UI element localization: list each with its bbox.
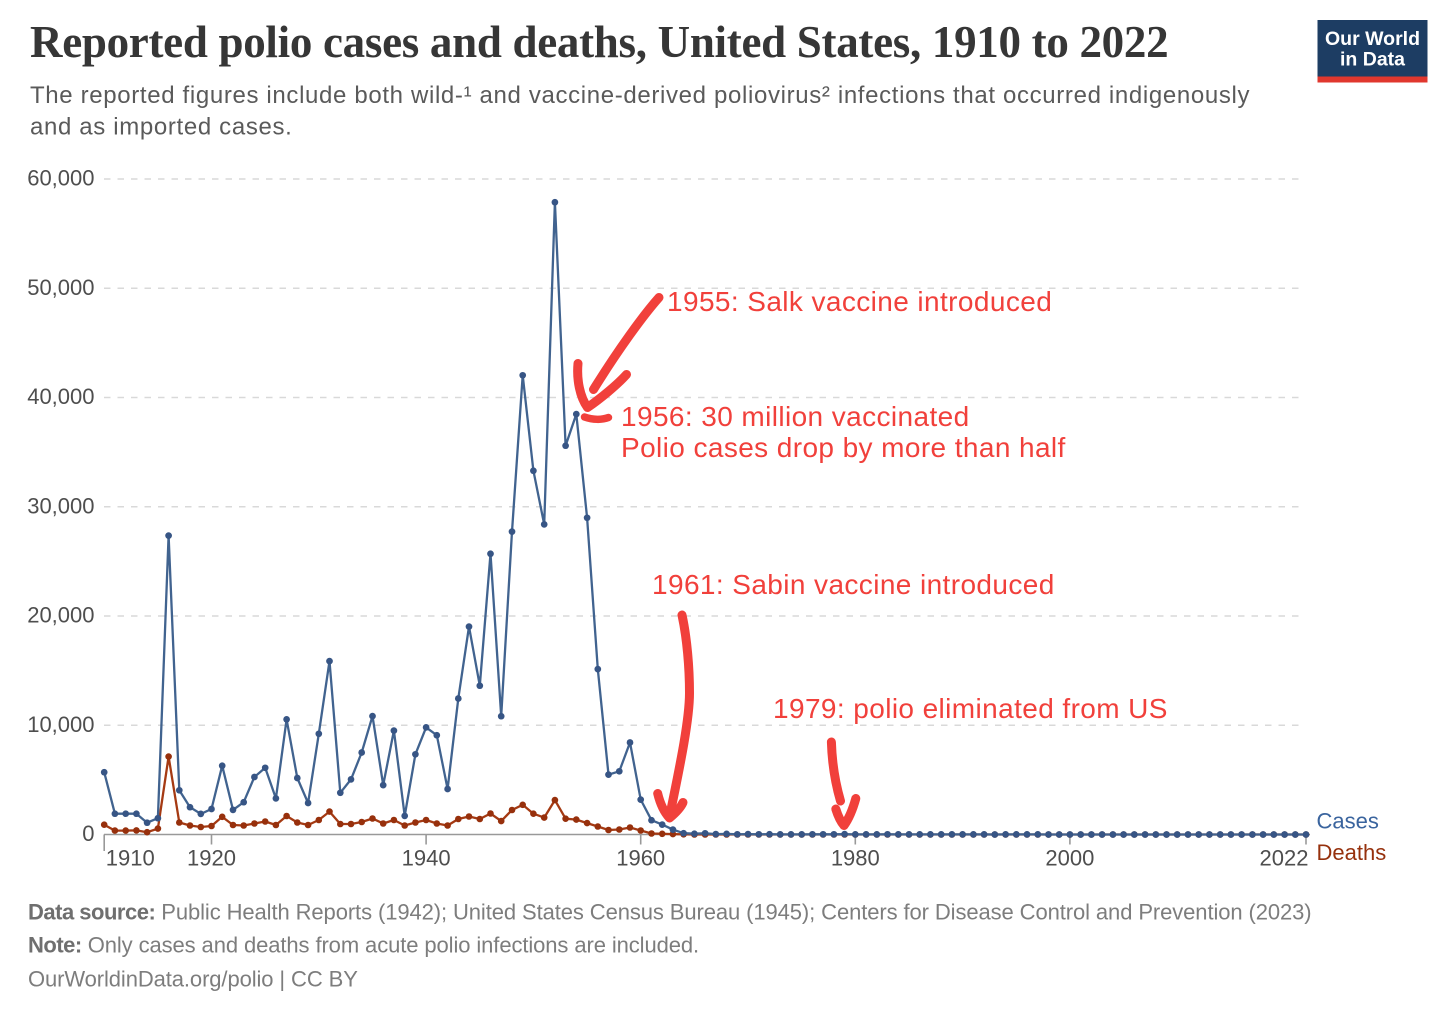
svg-text:Polio cases drop by more than: Polio cases drop by more than half [621,432,1066,463]
svg-text:20,000: 20,000 [27,603,94,628]
svg-text:1940: 1940 [402,846,451,871]
svg-text:60,000: 60,000 [27,166,94,191]
svg-text:Cases: Cases [1317,808,1379,833]
svg-text:Note: Only cases and deaths fr: Note: Only cases and deaths from acute p… [28,933,699,958]
svg-text:Data source: Public Health Rep: Data source: Public Health Reports (1942… [28,900,1312,925]
svg-text:30,000: 30,000 [27,493,94,518]
svg-text:1980: 1980 [831,846,880,871]
svg-text:in Data: in Data [1340,49,1405,71]
svg-text:2022: 2022 [1260,846,1309,871]
svg-text:2000: 2000 [1045,846,1094,871]
svg-text:0: 0 [82,821,94,846]
svg-text:OurWorldinData.org/polio | CC: OurWorldinData.org/polio | CC BY [28,967,358,992]
svg-text:Deaths: Deaths [1317,840,1387,865]
svg-text:1955: Salk vaccine introduced: 1955: Salk vaccine introduced [667,286,1052,317]
svg-text:50,000: 50,000 [27,275,94,300]
svg-text:10,000: 10,000 [27,712,94,737]
svg-text:Our World: Our World [1325,28,1420,50]
svg-text:Reported polio cases and death: Reported polio cases and deaths, United … [30,17,1168,67]
svg-text:and as imported cases.: and as imported cases. [30,114,292,141]
svg-text:1961: Sabin vaccine introduced: 1961: Sabin vaccine introduced [652,569,1055,600]
svg-text:1960: 1960 [616,846,665,871]
svg-text:1979: polio eliminated from US: 1979: polio eliminated from US [773,693,1168,724]
svg-text:40,000: 40,000 [27,384,94,409]
svg-text:1910: 1910 [106,846,155,871]
svg-text:The reported figures include b: The reported figures include both wild-¹… [30,82,1250,109]
svg-text:1956: 30 million vaccinated: 1956: 30 million vaccinated [621,401,970,432]
svg-text:1920: 1920 [187,846,236,871]
